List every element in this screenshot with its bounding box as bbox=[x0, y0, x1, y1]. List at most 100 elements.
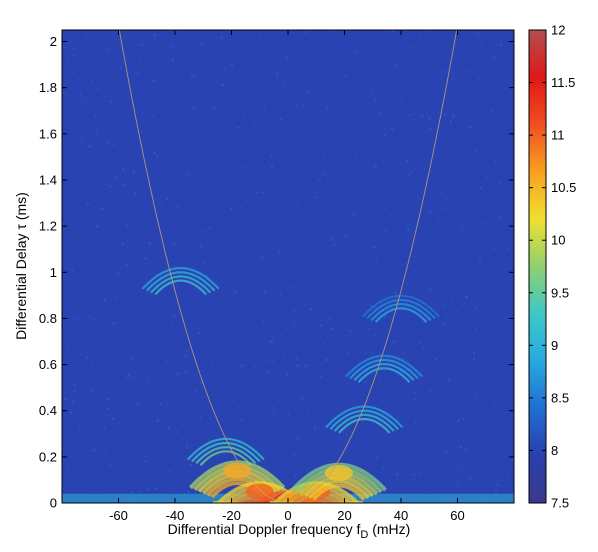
y-tick-label: 0 bbox=[50, 496, 57, 511]
noise-speckle bbox=[322, 172, 325, 175]
noise-speckle bbox=[405, 175, 408, 178]
noise-speckle bbox=[220, 36, 223, 39]
noise-speckle bbox=[444, 488, 447, 491]
noise-speckle bbox=[176, 284, 179, 287]
noise-speckle bbox=[277, 252, 280, 255]
noise-speckle bbox=[288, 241, 291, 244]
noise-speckle bbox=[336, 208, 339, 211]
noise-speckle bbox=[244, 99, 247, 102]
noise-speckle bbox=[71, 185, 74, 188]
noise-speckle bbox=[88, 81, 91, 84]
y-tick-label: 1.2 bbox=[39, 219, 57, 234]
noise-speckle bbox=[302, 123, 305, 126]
noise-speckle bbox=[71, 304, 74, 307]
noise-speckle bbox=[245, 265, 248, 268]
noise-speckle bbox=[387, 261, 390, 264]
noise-speckle bbox=[300, 289, 303, 292]
noise-speckle bbox=[355, 193, 358, 196]
noise-speckle bbox=[403, 386, 406, 389]
noise-speckle bbox=[166, 404, 169, 407]
colorbar-tick-label: 9 bbox=[551, 338, 558, 353]
noise-speckle bbox=[237, 126, 240, 129]
noise-speckle bbox=[291, 36, 294, 39]
noise-speckle bbox=[98, 382, 101, 385]
noise-speckle bbox=[480, 120, 483, 123]
noise-speckle bbox=[422, 346, 425, 349]
noise-speckle bbox=[277, 103, 280, 106]
noise-speckle bbox=[451, 46, 454, 49]
noise-speckle bbox=[268, 266, 271, 269]
noise-speckle bbox=[90, 434, 93, 437]
noise-speckle bbox=[233, 338, 236, 341]
noise-speckle bbox=[265, 198, 268, 201]
noise-speckle bbox=[420, 270, 423, 273]
noise-speckle bbox=[206, 229, 209, 232]
noise-speckle bbox=[274, 110, 277, 113]
noise-speckle bbox=[484, 220, 487, 223]
noise-speckle bbox=[306, 90, 309, 93]
noise-speckle bbox=[344, 75, 347, 78]
noise-speckle bbox=[423, 120, 426, 123]
noise-speckle bbox=[369, 132, 372, 135]
noise-speckle bbox=[139, 358, 142, 361]
noise-speckle bbox=[186, 487, 189, 490]
noise-speckle bbox=[130, 491, 133, 494]
noise-speckle bbox=[195, 205, 198, 208]
noise-speckle bbox=[101, 208, 104, 211]
noise-speckle bbox=[98, 319, 101, 322]
noise-speckle bbox=[331, 327, 334, 330]
noise-speckle bbox=[66, 479, 69, 482]
noise-speckle bbox=[468, 78, 471, 81]
noise-speckle bbox=[484, 31, 487, 34]
noise-speckle bbox=[384, 230, 387, 233]
noise-speckle bbox=[293, 309, 296, 312]
noise-speckle bbox=[245, 102, 248, 105]
noise-speckle bbox=[353, 145, 356, 148]
noise-speckle bbox=[339, 35, 342, 38]
noise-speckle bbox=[110, 153, 113, 156]
noise-speckle bbox=[406, 224, 409, 227]
noise-speckle bbox=[186, 444, 189, 447]
noise-speckle bbox=[482, 244, 485, 247]
colorbar-tick-label: 10.5 bbox=[551, 180, 576, 195]
noise-speckle bbox=[401, 259, 404, 262]
noise-speckle bbox=[397, 65, 400, 68]
y-tick-label: 0.2 bbox=[39, 449, 57, 464]
noise-speckle bbox=[108, 110, 111, 113]
noise-speckle bbox=[473, 352, 476, 355]
noise-speckle bbox=[118, 305, 121, 308]
noise-speckle bbox=[141, 263, 144, 266]
noise-speckle bbox=[348, 316, 351, 319]
noise-speckle bbox=[185, 447, 188, 450]
arclet-feature bbox=[290, 462, 387, 501]
noise-speckle bbox=[407, 236, 410, 239]
noise-speckle bbox=[442, 322, 445, 325]
noise-speckle bbox=[457, 427, 460, 430]
noise-speckle bbox=[396, 410, 399, 413]
noise-speckle bbox=[466, 70, 469, 73]
noise-speckle bbox=[342, 332, 345, 335]
noise-layer bbox=[62, 30, 514, 503]
noise-speckle bbox=[507, 157, 510, 160]
noise-speckle bbox=[493, 454, 496, 457]
noise-speckle bbox=[441, 70, 444, 73]
noise-speckle bbox=[290, 355, 293, 358]
noise-speckle bbox=[256, 309, 259, 312]
noise-speckle bbox=[482, 382, 485, 385]
noise-speckle bbox=[102, 221, 105, 224]
noise-speckle bbox=[412, 170, 415, 173]
noise-speckle bbox=[409, 113, 412, 116]
noise-speckle bbox=[176, 399, 179, 402]
noise-speckle bbox=[210, 226, 213, 229]
noise-speckle bbox=[194, 373, 197, 376]
arclet bbox=[311, 483, 366, 501]
noise-speckle bbox=[108, 206, 111, 209]
noise-speckle bbox=[276, 118, 279, 121]
noise-speckle bbox=[428, 232, 431, 235]
noise-speckle bbox=[136, 72, 139, 75]
noise-speckle bbox=[208, 438, 211, 441]
noise-speckle bbox=[382, 467, 385, 470]
noise-speckle bbox=[64, 486, 67, 489]
noise-speckle bbox=[388, 207, 391, 210]
noise-speckle bbox=[431, 167, 434, 170]
